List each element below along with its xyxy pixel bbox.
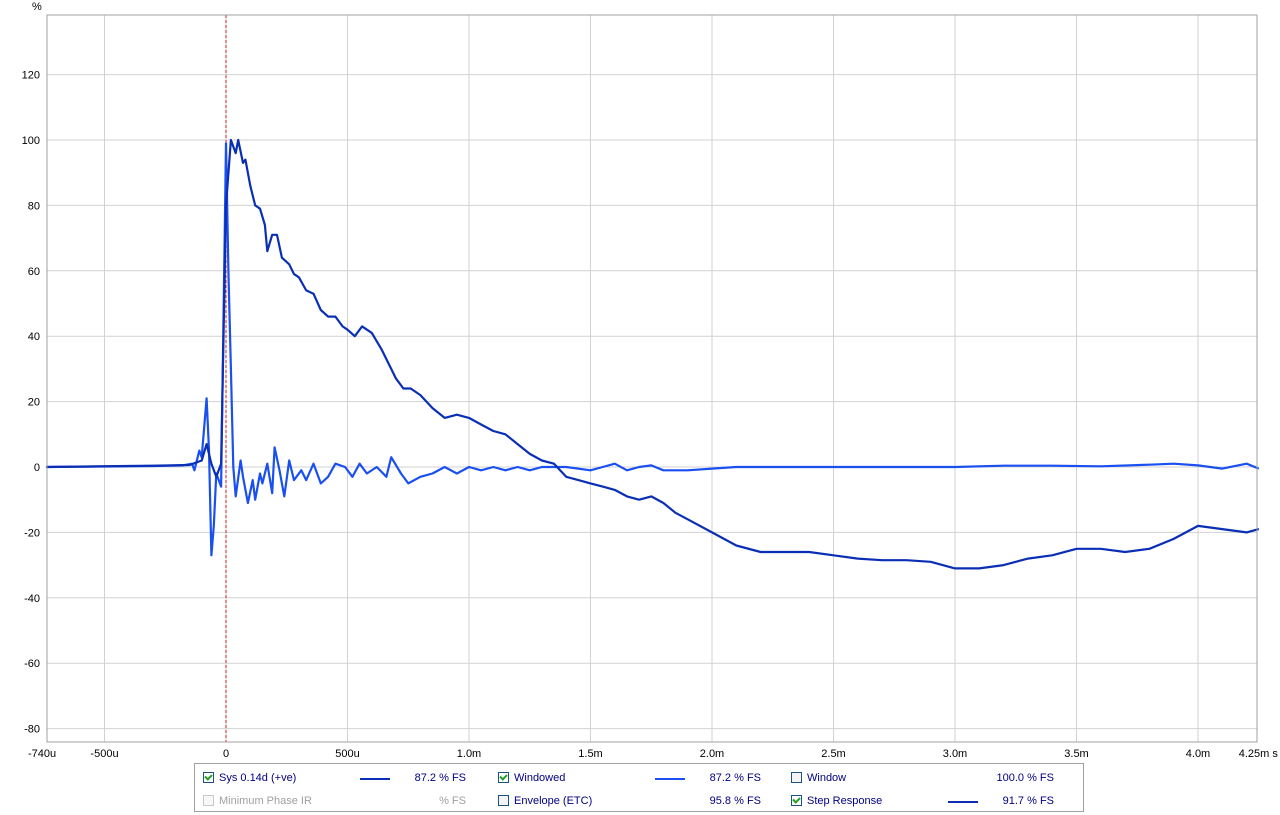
x-tick-label: 0 (223, 748, 229, 760)
legend-window-label: Window (807, 772, 847, 784)
legend-minimum-phase-ir-label: Minimum Phase IR (219, 795, 312, 807)
series-line-windowed (46, 142, 1260, 557)
y-tick-label: -40 (24, 593, 40, 605)
legend-windowed-value: 87.2 % FS (709, 772, 761, 784)
legend-windowed-item: Windowed 87.2 % FS (498, 770, 783, 786)
x-tick-label: 2.0m (700, 748, 724, 760)
legend-step-response-label: Step Response (807, 795, 883, 807)
grid (47, 15, 1257, 742)
x-tick-label: 3.5m (1064, 748, 1088, 760)
legend-sys-0-14d-ve-checkbox[interactable] (203, 772, 214, 783)
legend-envelope-etc-checkbox[interactable] (498, 795, 509, 806)
legend-panel: Sys 0.14d (+ve) 87.2 % FS Windowed 87.2 % F… (194, 763, 1084, 812)
y-tick-label: 0 (34, 462, 40, 474)
legend-minimum-phase-ir-value: % FS (439, 795, 466, 807)
legend-step-response-item: Step Response 91.7 % FS (791, 793, 1076, 809)
y-tick-label: 20 (28, 397, 40, 409)
legend-sys-0-14d-ve-item: Sys 0.14d (+ve) 87.2 % FS (203, 770, 488, 786)
legend-windowed-checkbox[interactable] (498, 772, 509, 783)
plot-frame (46, 14, 1258, 743)
legend-sys-0-14d-ve-line-swatch (360, 778, 390, 780)
legend-window-value: 100.0 % FS (996, 772, 1054, 784)
x-tick-label: 500u (335, 748, 359, 760)
y-tick-label: 60 (28, 266, 40, 278)
y-axis-unit: % (32, 1, 42, 13)
legend-envelope-etc-label: Envelope (ETC) (514, 795, 593, 807)
legend-windowed-line-swatch (655, 778, 685, 780)
impulse-chart[interactable]: -740u -500u 0 500u 1.0m 1.5m 2.0m 2.5m 3.0m 3.5m 4… (0, 0, 1280, 762)
y-tick-label: 100 (22, 135, 40, 147)
x-tick-label: 4.0m (1186, 748, 1210, 760)
y-tick-label: -20 (24, 527, 40, 539)
legend-windowed-label: Windowed (514, 772, 566, 784)
x-tick-label: 1.5m (578, 748, 602, 760)
legend-minimum-phase-ir-item: Minimum Phase IR % FS (203, 793, 488, 809)
tick-labels: -740u -500u 0 500u 1.0m 1.5m 2.0m 2.5m 3.0m 3.5m 4… (22, 70, 1279, 760)
x-tick-label: -500u (90, 748, 118, 760)
legend-sys-0-14d-ve-label: Sys 0.14d (+ve) (219, 772, 297, 784)
y-tick-label: 40 (28, 331, 40, 343)
x-tick-label: -740u (28, 748, 56, 760)
x-tick-label: 4.25m s (1239, 748, 1279, 760)
plot-background (47, 15, 1257, 742)
legend-envelope-etc-item: Envelope (ETC) 95.8 % FS (498, 793, 783, 809)
legend-sys-0-14d-ve-value: 87.2 % FS (414, 772, 466, 784)
legend-window-item: Window 100.0 % FS (791, 770, 1076, 786)
legend-step-response-line-swatch (948, 801, 978, 803)
legend-envelope-etc-value: 95.8 % FS (709, 795, 761, 807)
legend-window-checkbox[interactable] (791, 772, 802, 783)
series-line-step-response (46, 138, 1260, 570)
series-layer (46, 138, 1260, 570)
y-tick-label: -80 (24, 724, 40, 736)
legend-minimum-phase-ir-checkbox (203, 795, 214, 806)
y-tick-label: 80 (28, 200, 40, 212)
x-tick-label: 2.5m (821, 748, 845, 760)
y-tick-label: 120 (22, 70, 40, 82)
legend-step-response-checkbox[interactable] (791, 795, 802, 806)
y-tick-label: -60 (24, 658, 40, 670)
x-tick-label: 3.0m (943, 748, 967, 760)
x-tick-label: 1.0m (457, 748, 481, 760)
legend-step-response-value: 91.7 % FS (1002, 795, 1054, 807)
